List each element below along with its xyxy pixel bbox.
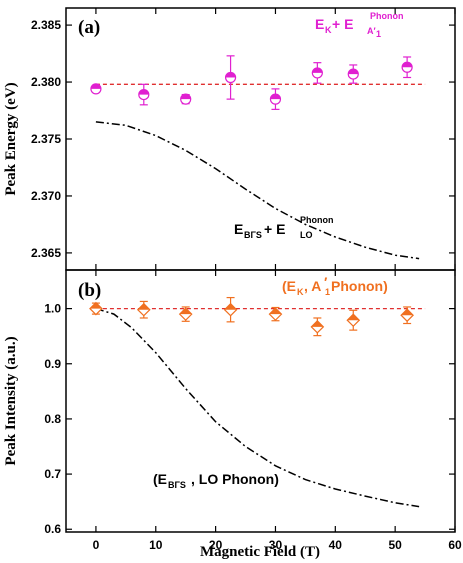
xtick-label: 50 [388,538,402,552]
panel-a-ytick-label: 2.380 [31,75,61,89]
model-b-sub: BΓS [168,480,186,490]
panel-b-data-point [178,306,193,322]
panel-b-y-axis-title: Peak Intensity (a.u.) [3,336,19,465]
panel-a-y-ticks: 2.365 2.370 2.375 2.380 2.385 [31,8,456,270]
legend-b-mid: , A [304,278,321,294]
legend-b-sub-k: K [297,287,304,297]
panel-a-ytick-label: 2.365 [31,246,61,260]
marker-fill [138,89,149,95]
model-a-sup: Phonon [300,215,334,225]
panel-b-data-point [136,300,151,319]
legend-b-sub-1: 1 [325,287,330,297]
panel-b-model-line [95,307,420,508]
panel-a-data-points [90,55,413,110]
marker-fill [90,83,101,89]
x-axis-title: Magnetic Field (T) [200,544,320,560]
panel-b-data-points [89,296,414,337]
panel-a-label: (a) [78,17,100,38]
marker-fill [347,314,360,321]
xtick-label: 0 [93,538,100,552]
marker-fill [348,69,359,75]
panel-a-series-legend: E K + E Phonon A′ 1 [315,11,404,39]
marker-fill [401,309,414,316]
panel-b-ytick-label: 0.8 [44,412,61,426]
panel-b-data-point [268,306,283,322]
model-a-sub-lo: LO [300,230,313,240]
xtick-label: 30 [269,538,283,552]
panel-a-data-point [311,62,323,84]
panel-b-data-point [223,296,238,323]
panel-b-model-curve [95,307,420,508]
legend-a-sub-1: 1 [376,29,381,39]
marker-fill [137,303,150,310]
panel-b-label: (b) [78,280,101,301]
panel-a-data-point [347,64,359,84]
panel-b-frame [65,269,456,533]
panel-a-model-line [95,121,420,260]
xtick-label: 40 [329,538,343,552]
panel-b-ytick-label: 0.7 [44,467,61,481]
model-b-close: , LO Phonon) [191,471,279,487]
panel-a-y-axis-title: Peak Energy (eV) [3,82,19,195]
legend-b-close: Phonon) [331,278,388,294]
model-a-sub: BΓS [244,230,262,240]
panel-a-data-point [180,93,192,105]
panel-a-model-curve [95,121,420,260]
panel-b-ytick-label: 0.9 [44,357,61,371]
xtick-label: 20 [209,538,223,552]
marker-fill [225,72,236,78]
panel-b-data-point [310,317,325,337]
panel-a-data-point [90,83,102,95]
model-a-e: E [234,221,243,237]
legend-b-prime: ′ [324,274,328,290]
panel-a-data-point [138,83,150,106]
marker-fill [180,94,191,100]
legend-b-open: (E [282,278,296,294]
panel-b-data-point [89,301,103,316]
panel-a-data-point [224,55,237,100]
marker-fill [224,303,237,310]
panel-a-ytick-label: 2.375 [31,132,61,146]
panel-b-ytick-label: 1.0 [44,302,61,316]
panel-a-ytick-label: 2.370 [31,189,61,203]
xtick-label: 10 [149,538,163,552]
xtick-label: 60 [448,538,462,552]
panel-b-data-point [400,306,414,325]
legend-a-e: E [315,16,324,32]
panel-a-data-point [401,56,413,79]
marker-fill [311,320,324,327]
panel-b-model-legend: (E BΓS , LO Phonon) [153,471,279,490]
model-a-plus-e: + E [264,221,285,237]
marker-fill [269,308,282,315]
legend-a-sub-a: A′ [367,26,376,36]
legend-a-sub-k: K [325,25,332,35]
marker-fill [312,67,323,73]
legend-a-plus-e: + E [332,16,353,32]
marker-fill [179,308,192,315]
legend-a-sup-phonon: Phonon [370,11,404,21]
marker-fill [402,62,413,68]
panel-b-data-point [346,309,361,331]
panel-b: 0.6 0.7 0.8 0.9 1.0 0 10 20 30 40 50 60 (b) Peak In… [3,269,462,560]
model-b-open: (E [153,471,167,487]
marker-fill [270,94,281,100]
panel-b-ticks: 0.6 0.7 0.8 0.9 1.0 0 10 20 30 40 50 60 [44,270,462,552]
panel-a-data-point [269,88,282,110]
panel-a-ytick-label: 2.385 [31,18,61,32]
panel-b-ytick-label: 0.6 [44,522,61,536]
panel-a: 2.365 2.370 2.375 2.380 2.385 (a) Peak Energ… [3,7,456,271]
marker-fill [89,302,102,309]
panel-a-model-legend: E BΓS + E Phonon LO [234,215,334,240]
panel-b-series-legend: (E K , A 1 ′ Phonon) [282,274,388,297]
